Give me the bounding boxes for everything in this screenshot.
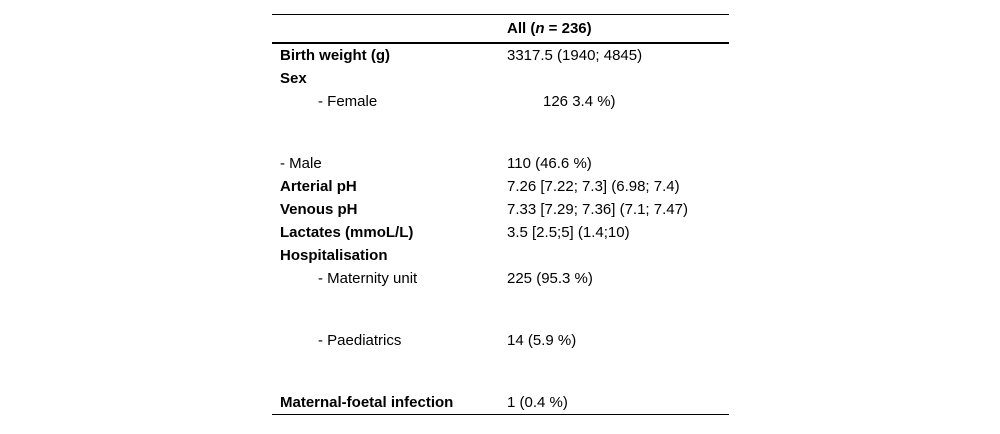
row-label: Sex	[280, 70, 307, 87]
row-value	[507, 244, 729, 267]
row-value: 7.26 [7.22; 7.3] (6.98; 7.4)	[507, 178, 680, 195]
row-label: Venous pH	[280, 201, 358, 218]
row-label: Birth weight (g)	[280, 47, 390, 64]
header-text-prefix: All (	[507, 20, 536, 37]
header-text-suffix: = 236)	[544, 20, 592, 37]
table-row-venous-ph: Venous pH 7.33 [7.29; 7.36] (7.1; 7.47)	[272, 198, 729, 221]
row-value: 225 (95.3 %)	[507, 270, 593, 287]
row-gap	[272, 290, 729, 329]
table-row-arterial-ph: Arterial pH 7.26 [7.22; 7.3] (6.98; 7.4)	[272, 175, 729, 198]
table-row-female: - Female 126 3.4 %)	[272, 90, 729, 113]
table-row-male: - Male 110 (46.6 %)	[272, 152, 729, 175]
row-label: - Male	[280, 155, 322, 172]
row-value: 110 (46.6 %)	[507, 155, 592, 172]
row-value: 3.5 [2.5;5] (1.4;10)	[507, 224, 630, 241]
row-value: 3317.5 (1940; 4845)	[507, 47, 643, 64]
row-label: - Maternity unit	[318, 270, 418, 287]
row-value: 1 (0.4 %)	[507, 394, 568, 411]
cohort-summary-table: All (n = 236) Birth weight (g) 3317.5 (1…	[272, 14, 729, 415]
row-value: 14 (5.9 %)	[507, 332, 577, 349]
row-label: Lactates (mmoL/L)	[280, 224, 414, 241]
table-row-sex: Sex	[272, 67, 729, 90]
row-label: - Paediatrics	[318, 332, 402, 349]
table-row-maternal-foetal-infection: Maternal-foetal infection 1 (0.4 %)	[272, 391, 729, 414]
row-label: Hospitalisation	[280, 247, 388, 264]
row-label: - Female	[318, 93, 378, 110]
row-value	[507, 67, 729, 90]
header-n-symbol: n	[535, 20, 545, 37]
table-row-lactates: Lactates (mmoL/L) 3.5 [2.5;5] (1.4;10)	[272, 221, 729, 244]
table-row-hospitalisation: Hospitalisation	[272, 244, 729, 267]
table-header-row: All (n = 236)	[272, 15, 729, 44]
row-gap	[272, 113, 729, 152]
row-label: Arterial pH	[280, 178, 357, 195]
table-row-paediatrics: - Paediatrics 14 (5.9 %)	[272, 329, 729, 352]
row-label: Maternal-foetal infection	[280, 394, 454, 411]
row-gap	[272, 352, 729, 391]
header-all-column: All (n = 236)	[507, 20, 729, 37]
row-value: 126 3.4 %)	[543, 93, 616, 110]
table-row-birth-weight: Birth weight (g) 3317.5 (1940; 4845)	[272, 44, 729, 67]
table-row-maternity-unit: - Maternity unit 225 (95.3 %)	[272, 267, 729, 290]
row-value: 7.33 [7.29; 7.36] (7.1; 7.47)	[507, 201, 688, 218]
